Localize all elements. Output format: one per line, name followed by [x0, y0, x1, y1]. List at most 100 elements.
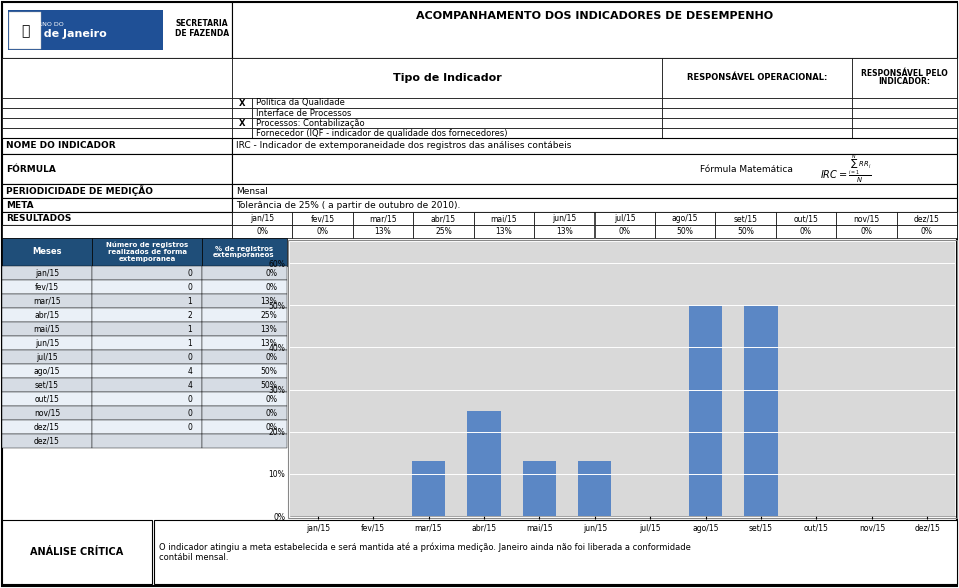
- Bar: [202, 308, 287, 322]
- Text: O indicador atingiu a meta estabelecida e será mantida até a próxima medição. Ja: O indicador atingiu a meta estabelecida …: [159, 542, 690, 562]
- Bar: [232, 154, 957, 184]
- Text: dez/15: dez/15: [35, 436, 59, 446]
- Bar: [2, 322, 92, 336]
- Bar: [689, 305, 722, 516]
- Bar: [92, 266, 202, 280]
- Bar: [2, 364, 92, 378]
- Text: Tipo de Indicador: Tipo de Indicador: [392, 73, 502, 83]
- Text: jul/15: jul/15: [614, 214, 636, 223]
- Text: dez/15: dez/15: [914, 214, 940, 223]
- Bar: [2, 198, 232, 212]
- Text: out/15: out/15: [35, 395, 59, 403]
- Bar: [655, 212, 715, 225]
- Bar: [2, 280, 92, 294]
- Bar: [252, 108, 662, 118]
- Bar: [252, 118, 662, 128]
- Bar: [662, 98, 852, 108]
- Text: 50%: 50%: [677, 227, 693, 236]
- Bar: [2, 378, 92, 392]
- Bar: [92, 280, 202, 294]
- Bar: [662, 118, 852, 128]
- Bar: [92, 392, 202, 406]
- Bar: [232, 184, 957, 198]
- Bar: [852, 98, 957, 108]
- Text: 25%: 25%: [435, 227, 452, 236]
- Text: 50%: 50%: [737, 227, 754, 236]
- Text: RESPONSÁVEL OPERACIONAL:: RESPONSÁVEL OPERACIONAL:: [687, 74, 828, 82]
- Text: NOME DO INDICADOR: NOME DO INDICADOR: [6, 142, 116, 151]
- Text: RESPONSÁVEL PELO: RESPONSÁVEL PELO: [861, 69, 947, 79]
- Text: jul/15: jul/15: [36, 352, 58, 362]
- Bar: [232, 138, 957, 154]
- Bar: [534, 212, 595, 225]
- Bar: [9, 12, 41, 49]
- Bar: [715, 225, 776, 238]
- Bar: [92, 434, 202, 448]
- Bar: [232, 212, 292, 225]
- Text: jun/15: jun/15: [552, 214, 576, 223]
- Bar: [202, 336, 287, 350]
- Bar: [232, 128, 252, 138]
- Text: 0%: 0%: [316, 227, 329, 236]
- Text: 0: 0: [187, 395, 192, 403]
- Text: nov/15: nov/15: [854, 214, 879, 223]
- Text: jan/15: jan/15: [35, 269, 59, 278]
- Bar: [662, 108, 852, 118]
- Bar: [288, 240, 957, 518]
- Text: 4: 4: [187, 366, 192, 376]
- Bar: [852, 118, 957, 128]
- Bar: [2, 336, 92, 350]
- Bar: [2, 184, 232, 198]
- Bar: [2, 118, 232, 128]
- Text: 0: 0: [187, 423, 192, 432]
- Bar: [92, 378, 202, 392]
- Text: 1: 1: [187, 325, 192, 333]
- Text: 2: 2: [187, 310, 192, 319]
- Bar: [292, 212, 353, 225]
- Text: 0%: 0%: [860, 227, 873, 236]
- Text: X: X: [239, 99, 246, 108]
- Bar: [92, 406, 202, 420]
- Text: 13%: 13%: [556, 227, 573, 236]
- Bar: [2, 294, 92, 308]
- Bar: [353, 225, 413, 238]
- Text: ACOMPANHAMENTO DOS INDICADORES DE DESEMPENHO: ACOMPANHAMENTO DOS INDICADORES DE DESEMP…: [416, 11, 773, 21]
- Bar: [662, 58, 852, 98]
- Text: 0%: 0%: [265, 352, 277, 362]
- Text: RESULTADOS: RESULTADOS: [6, 214, 71, 223]
- Bar: [2, 350, 92, 364]
- Text: 0%: 0%: [265, 395, 277, 403]
- Text: mar/15: mar/15: [369, 214, 397, 223]
- Bar: [2, 58, 232, 98]
- Text: Processos: Contabilização: Processos: Contabilização: [256, 119, 364, 128]
- Bar: [202, 322, 287, 336]
- Text: Política da Qualidade: Política da Qualidade: [256, 99, 345, 108]
- Bar: [202, 294, 287, 308]
- Bar: [852, 128, 957, 138]
- Text: 0%: 0%: [800, 227, 812, 236]
- Bar: [92, 336, 202, 350]
- Text: 🏛: 🏛: [21, 24, 29, 38]
- Bar: [92, 350, 202, 364]
- Bar: [202, 420, 287, 434]
- Bar: [202, 364, 287, 378]
- Text: nov/15: nov/15: [34, 409, 60, 417]
- Bar: [2, 108, 232, 118]
- Text: out/15: out/15: [793, 214, 818, 223]
- Text: 13%: 13%: [260, 296, 277, 306]
- Text: 1: 1: [187, 339, 192, 348]
- Text: abr/15: abr/15: [431, 214, 456, 223]
- Bar: [2, 2, 232, 58]
- Text: 0%: 0%: [921, 227, 933, 236]
- Bar: [595, 212, 655, 225]
- Text: 25%: 25%: [260, 310, 277, 319]
- Bar: [92, 420, 202, 434]
- Bar: [92, 308, 202, 322]
- Text: jan/15: jan/15: [250, 214, 274, 223]
- Bar: [2, 420, 92, 434]
- Bar: [92, 294, 202, 308]
- Text: Meses: Meses: [33, 248, 61, 256]
- Text: $IRC = \frac{\sum_{i=1}^{N} RR_i}{N}$: $IRC = \frac{\sum_{i=1}^{N} RR_i}{N}$: [820, 152, 872, 185]
- Text: Fórmula Matemática: Fórmula Matemática: [700, 165, 793, 173]
- Bar: [232, 98, 252, 108]
